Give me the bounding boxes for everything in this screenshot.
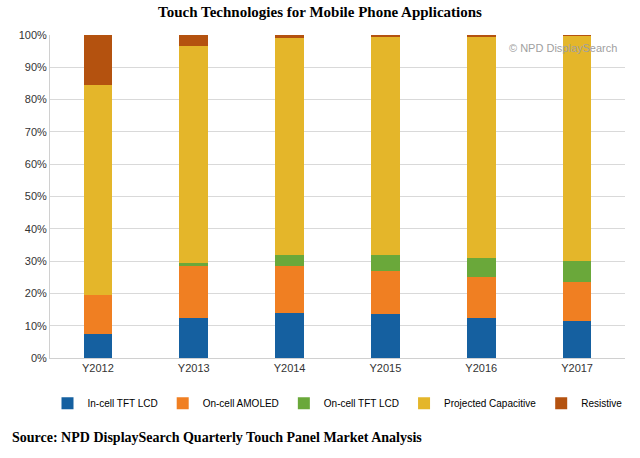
svg-text:Resistive: Resistive (581, 398, 622, 409)
svg-text:Projected Capacitive: Projected Capacitive (444, 398, 536, 409)
svg-text:Y2013: Y2013 (178, 362, 210, 374)
svg-text:Source: NPD DisplaySearch Quar: Source: NPD DisplaySearch Quarterly Touc… (12, 430, 422, 445)
svg-text:60%: 60% (25, 158, 47, 170)
svg-text:10%: 10% (25, 320, 47, 332)
svg-text:In-cell TFT LCD: In-cell TFT LCD (88, 398, 158, 409)
svg-text:90%: 90% (25, 61, 47, 73)
svg-text:80%: 80% (25, 93, 47, 105)
svg-text:0%: 0% (31, 352, 47, 364)
svg-text:Y2016: Y2016 (465, 362, 497, 374)
svg-text:Y2012: Y2012 (82, 362, 114, 374)
svg-text:Y2017: Y2017 (561, 362, 593, 374)
svg-text:50%: 50% (25, 190, 47, 202)
svg-text:100%: 100% (19, 29, 47, 41)
svg-text:20%: 20% (25, 287, 47, 299)
svg-text:On-cell TFT LCD: On-cell TFT LCD (324, 398, 399, 409)
svg-text:© NPD DisplaySearch: © NPD DisplaySearch (509, 42, 617, 54)
svg-text:40%: 40% (25, 223, 47, 235)
svg-text:Y2015: Y2015 (370, 362, 402, 374)
svg-text:On-cell AMOLED: On-cell AMOLED (203, 398, 279, 409)
svg-text:30%: 30% (25, 255, 47, 267)
svg-text:Y2014: Y2014 (274, 362, 306, 374)
svg-text:70%: 70% (25, 126, 47, 138)
svg-text:Touch Technologies for Mobile: Touch Technologies for Mobile Phone Appl… (158, 4, 482, 20)
